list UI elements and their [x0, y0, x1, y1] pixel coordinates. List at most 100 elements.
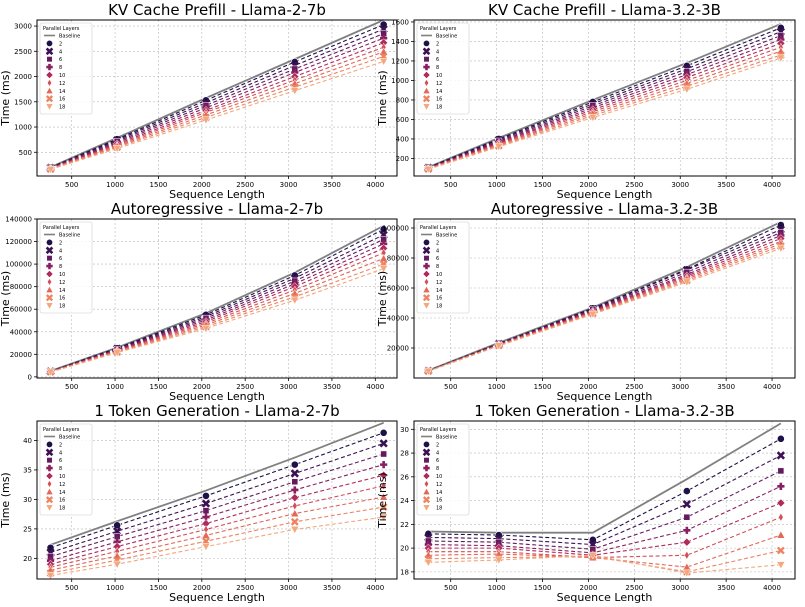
data-point-marker — [776, 244, 786, 253]
series-line — [50, 432, 384, 549]
x-axis-label: Sequence Length — [557, 188, 653, 201]
legend-label: 12 — [436, 280, 442, 286]
data-point-marker — [45, 440, 53, 448]
y-axis-label: Time (ms) — [0, 70, 12, 126]
y-tick-label: 800 — [396, 96, 409, 104]
legend-label: 16 — [436, 498, 442, 504]
data-point-marker — [112, 145, 122, 153]
series-line — [428, 485, 782, 554]
series-line — [428, 237, 782, 372]
x-tick-label: 2000 — [580, 383, 598, 391]
legend-label: 6 — [436, 458, 439, 464]
data-point-marker — [45, 448, 54, 457]
data-point-marker — [46, 464, 53, 472]
x-axis-label: Sequence Length — [557, 591, 653, 603]
x-tick-label: 2500 — [625, 584, 643, 592]
legend-label: 16 — [59, 498, 65, 504]
y-tick-label: 1000 — [14, 124, 32, 132]
x-tick-label: 500 — [444, 383, 457, 391]
data-point-marker — [423, 558, 433, 567]
data-point-marker — [201, 543, 211, 552]
legend-label: Baseline — [436, 34, 457, 40]
data-point-marker — [379, 470, 388, 480]
x-tick-label: 1500 — [150, 181, 168, 189]
series-14 — [46, 492, 389, 574]
data-point-marker — [588, 551, 598, 560]
legend-title: Parallel Layers — [420, 26, 457, 32]
data-point-marker — [423, 367, 433, 376]
legend-box — [39, 221, 93, 314]
series-line — [50, 474, 384, 565]
plot-frame — [413, 420, 796, 580]
data-point-marker — [46, 166, 55, 174]
y-tick-label: 80000 — [387, 255, 409, 263]
x-tick-label: 500 — [444, 584, 457, 592]
y-tick-label: 20000 — [387, 345, 409, 353]
legend-label: 4 — [59, 450, 62, 456]
data-point-marker — [379, 253, 389, 262]
series-16 — [46, 503, 388, 578]
data-point-marker — [290, 460, 299, 469]
chart-panel-3: 500 1000 1500 2000 2500 3000 3500 4000020000400… — [0, 200, 398, 403]
data-point-marker — [776, 546, 785, 555]
plot-frame — [413, 19, 796, 177]
data-point-marker — [777, 467, 785, 475]
x-tick-label: 4000 — [366, 383, 384, 391]
x-tick-label: 1000 — [488, 584, 506, 592]
data-point-marker — [292, 501, 298, 511]
data-point-marker — [46, 457, 53, 464]
data-point-marker — [422, 294, 431, 302]
y-tick-label: 24 — [400, 497, 409, 505]
y-tick-label: 20000 — [10, 351, 32, 359]
chart-title: KV Cache Prefill - Llama-2-7b — [108, 1, 326, 19]
legend-title: Parallel Layers — [43, 427, 80, 433]
data-point-marker — [422, 246, 431, 255]
data-point-marker — [422, 47, 431, 56]
legend-label: 18 — [59, 506, 65, 512]
data-point-marker — [422, 270, 431, 278]
legend-label: 10 — [59, 73, 65, 79]
legend-label: 14 — [59, 490, 65, 496]
series-line — [428, 42, 782, 170]
x-tick-label: 1000 — [106, 181, 124, 189]
legend-label: 8 — [436, 65, 439, 71]
data-point-marker — [379, 57, 389, 66]
series-18 — [46, 513, 389, 580]
legend-box — [416, 423, 470, 516]
legend-box — [416, 221, 470, 314]
x-tick-label: 1000 — [106, 383, 124, 391]
data-point-marker — [290, 87, 300, 96]
legend-label: 12 — [59, 482, 65, 488]
y-axis-label: Time (ms) — [376, 70, 389, 126]
x-tick-label: 3500 — [323, 181, 341, 189]
series-line — [50, 496, 384, 571]
y-tick-label: 100000 — [5, 261, 32, 269]
data-point-marker — [45, 270, 54, 278]
legend-label: 2 — [59, 240, 62, 246]
legend-label: 4 — [59, 248, 62, 254]
data-point-marker — [45, 47, 54, 56]
legend-label: Baseline — [436, 435, 457, 441]
data-point-marker — [776, 54, 786, 63]
legend-label: 4 — [436, 450, 439, 456]
legend-label: 6 — [436, 57, 439, 63]
x-tick-label: 500 — [444, 181, 457, 189]
legend-label: 10 — [59, 272, 65, 278]
x-axis-label: Sequence Length — [557, 390, 653, 403]
x-tick-label: 1500 — [534, 383, 552, 391]
series-4 — [46, 230, 388, 376]
y-tick-label: 60000 — [10, 306, 32, 314]
data-point-marker — [423, 457, 430, 464]
data-point-marker — [422, 472, 431, 480]
x-tick-label: 3000 — [280, 181, 298, 189]
x-tick-label: 2000 — [580, 181, 598, 189]
data-point-marker — [422, 302, 431, 310]
data-point-marker — [423, 262, 430, 270]
data-point-marker — [423, 56, 430, 63]
data-point-marker — [776, 451, 786, 460]
y-axis-label: Time (ms) — [0, 271, 12, 327]
legend-box — [39, 423, 93, 516]
data-point-marker — [290, 526, 300, 534]
